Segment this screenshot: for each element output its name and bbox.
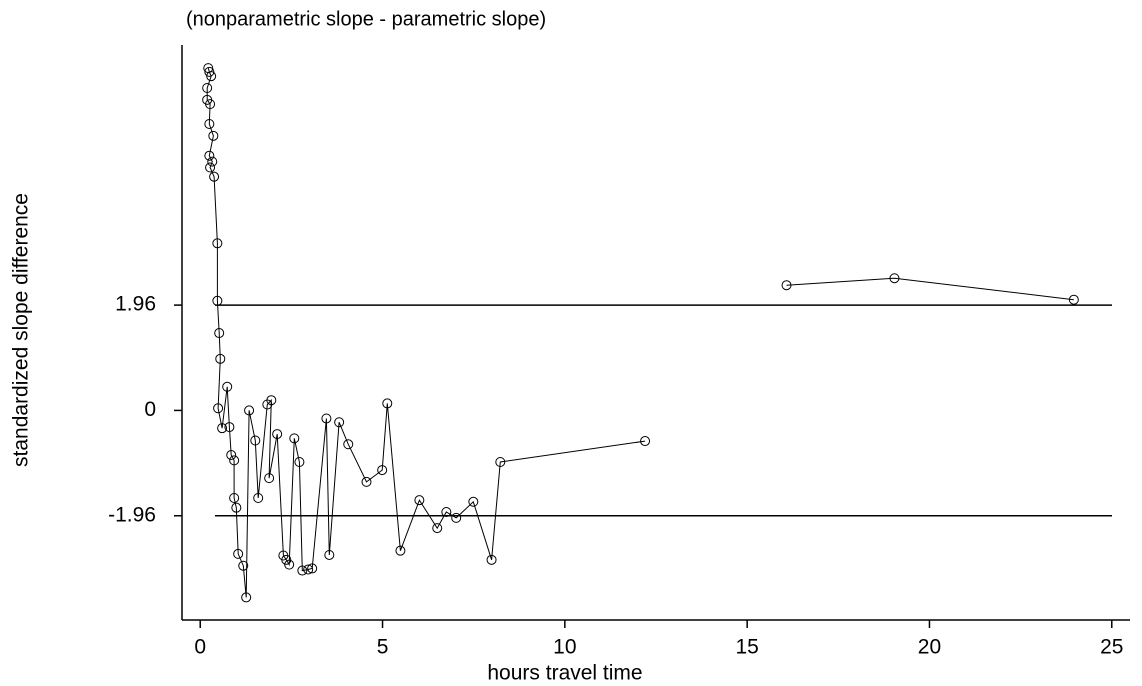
data-point [451,512,462,523]
data-point [307,563,318,574]
data-point [377,465,388,476]
data-point [343,439,354,450]
data-point [324,549,335,560]
data-point [382,398,393,409]
data-point [284,559,295,570]
data-point [224,422,235,433]
x-tick-label: 25 [1100,636,1123,659]
data-point [441,506,452,517]
data-point [253,493,264,504]
data-point [222,381,233,392]
data-point [202,82,213,93]
data-point [1068,294,1079,305]
data-point [250,435,261,446]
data-point [238,560,249,571]
data-point [486,554,497,565]
data-point [294,457,305,468]
data-point [468,496,479,507]
x-tick-label: 5 [377,636,389,659]
data-point [395,545,406,556]
data-point [204,118,215,129]
y-tick-label: 0 [144,398,156,421]
data-point [640,436,651,447]
data-point [266,395,277,406]
data-point [889,273,900,284]
data-point [212,238,223,249]
data-point [297,565,308,576]
data-point [204,150,215,161]
data-point [289,433,300,444]
data-point [205,99,216,110]
data-point [321,413,332,424]
data-point [231,502,242,513]
data-point [229,493,240,504]
data-point [209,171,220,182]
y-tick-label: -1.96 [108,503,156,526]
data-point [361,476,372,487]
data-point [781,280,792,291]
data-point [495,457,506,468]
data-point [303,564,314,575]
x-axis-label: hours travel time [487,662,642,685]
data-point [215,353,226,364]
data-point [334,417,345,428]
data-point [244,405,255,416]
x-tick-label: 20 [918,636,941,659]
data-point [205,162,216,173]
data-point [212,295,223,306]
x-tick-label: 15 [735,636,758,659]
y-tick-label: 1.96 [115,293,156,316]
data-point [229,455,240,466]
data-point [207,156,218,167]
x-tick-label: 10 [553,636,576,659]
chart-title: (nonparametric slope - parametric slope) [186,8,546,30]
data-point [226,450,237,461]
data-point [264,473,275,484]
data-point [206,71,217,82]
data-point [414,495,425,506]
data-point [233,548,244,559]
data-point [214,328,225,339]
data-point [213,403,224,414]
data-point [432,523,443,534]
data-point [204,66,215,77]
y-axis-label: standardized slope difference [10,193,33,467]
data-point [217,423,228,434]
data-point [272,429,283,440]
data-line [206,67,1074,598]
data-point [241,592,252,603]
data-point [281,554,292,565]
data-point [208,130,219,141]
x-tick-label: 0 [194,636,206,659]
